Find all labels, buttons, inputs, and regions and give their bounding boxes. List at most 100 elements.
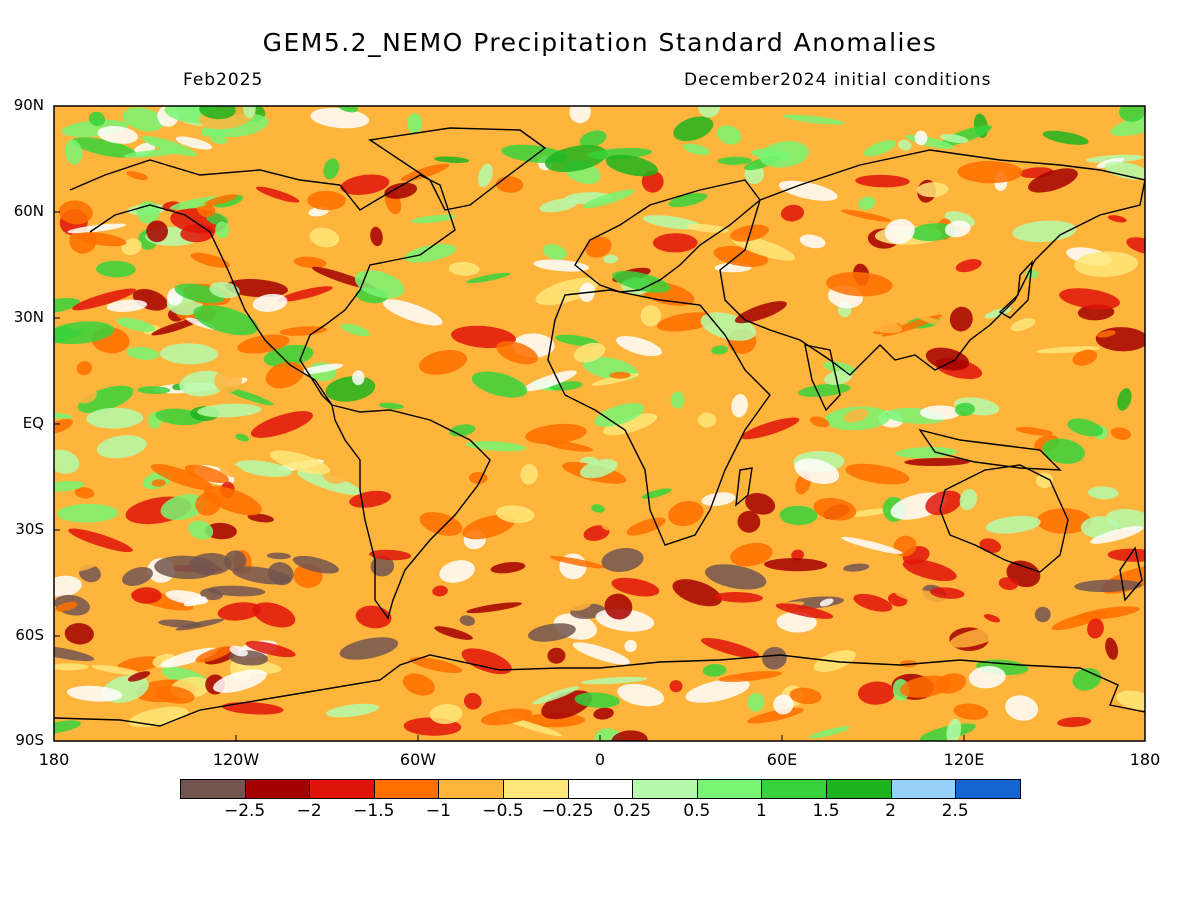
lon-label: 60W xyxy=(399,750,437,769)
colorbar-label: 2 xyxy=(885,801,896,821)
anomaly-patch xyxy=(1072,349,1098,366)
anomaly-patch xyxy=(789,687,822,705)
anomaly-patch xyxy=(1097,330,1116,338)
anomaly-patch xyxy=(968,666,1006,689)
anomaly-patch xyxy=(714,592,763,603)
anomaly-patch xyxy=(199,106,236,120)
lon-label: 0 xyxy=(594,750,606,769)
anomaly-patch xyxy=(776,271,798,298)
north-america-coast xyxy=(69,159,456,406)
anomaly-patch xyxy=(855,174,910,188)
lat-label: EQ xyxy=(22,414,44,432)
anomaly-patch xyxy=(702,663,727,677)
anomaly-patch xyxy=(605,154,659,177)
anomaly-patch xyxy=(292,555,339,574)
lon-label: 180 xyxy=(38,750,70,769)
anomaly-patch xyxy=(279,326,327,336)
anomaly-patch xyxy=(603,413,658,436)
anomaly-patch xyxy=(91,664,141,676)
anomaly-patch xyxy=(384,182,418,199)
anomaly-patch xyxy=(542,244,567,260)
anomaly-patch xyxy=(66,685,123,702)
anomaly-patch xyxy=(293,256,327,269)
anomaly-patch xyxy=(737,510,761,533)
anomaly-patch xyxy=(418,349,468,375)
anomaly-patch xyxy=(214,368,242,393)
anomaly-patch xyxy=(609,371,631,379)
anomaly-patch xyxy=(740,417,800,440)
colorbar-label: 1 xyxy=(755,801,767,821)
lon-label: 120E xyxy=(943,750,985,769)
anomaly-patch xyxy=(998,577,1019,591)
anomaly-patch xyxy=(189,552,232,576)
anomaly-patch xyxy=(668,193,708,208)
anomaly-patch xyxy=(915,315,958,330)
anomaly-patch xyxy=(863,140,897,157)
anomaly-patch xyxy=(337,106,359,113)
anomaly-patch xyxy=(957,160,1023,184)
anomaly-patch xyxy=(778,180,838,201)
anomaly-patch xyxy=(67,223,126,234)
anomaly-patch xyxy=(884,218,915,244)
anomaly-patch xyxy=(225,278,288,298)
anomaly-patch xyxy=(616,336,662,357)
anomaly-patch xyxy=(1110,114,1145,137)
anomaly-patch xyxy=(841,536,903,554)
anomaly-patch xyxy=(340,323,370,337)
anomaly-patch xyxy=(217,602,262,621)
anomaly-patch xyxy=(309,227,340,248)
anomaly-patch xyxy=(919,405,961,420)
anomaly-patch xyxy=(898,139,912,151)
anomaly-patch xyxy=(369,549,412,561)
anomaly-patch xyxy=(734,301,787,324)
anomaly-patch xyxy=(250,411,313,438)
anomaly-patch xyxy=(77,385,134,414)
anomaly-patch xyxy=(700,638,760,659)
anomaly-patch xyxy=(158,619,202,628)
greenland-coast xyxy=(368,127,547,211)
anomaly-patch xyxy=(219,463,244,478)
anomaly-patch xyxy=(764,558,828,572)
anomaly-patch xyxy=(581,676,648,685)
anomaly-patch xyxy=(1089,197,1132,214)
anomaly-patch xyxy=(697,412,717,428)
anomaly-patch xyxy=(959,489,978,511)
anomaly-patch xyxy=(247,513,274,523)
anomaly-patch xyxy=(935,673,967,694)
lat-label: 60S xyxy=(15,626,44,644)
anomaly-patch xyxy=(151,479,166,487)
colorbar-swatch xyxy=(244,779,311,799)
anomaly-patch xyxy=(54,418,74,434)
anomaly-patch xyxy=(925,490,962,516)
anomaly-patch xyxy=(579,459,618,479)
anomaly-patch xyxy=(611,577,660,597)
anomaly-patch xyxy=(122,107,164,132)
anomaly-patch xyxy=(96,260,136,278)
anomaly-patch xyxy=(60,547,107,572)
anomaly-patch xyxy=(1105,637,1119,660)
anomaly-patch xyxy=(74,487,95,499)
anomaly-patch xyxy=(547,647,566,664)
anomaly-patch xyxy=(121,238,142,256)
colorbar-swatch xyxy=(696,779,763,799)
lat-label: 30S xyxy=(15,520,44,538)
anomaly-patch xyxy=(641,488,672,499)
anomaly-patch xyxy=(127,671,151,682)
anomaly-patch xyxy=(745,492,776,515)
anomaly-patch xyxy=(54,575,82,597)
anomaly-patch xyxy=(406,113,423,134)
anomaly-patch xyxy=(718,671,782,682)
colorbar-label: 0.25 xyxy=(613,801,652,821)
anomaly-patch xyxy=(151,463,214,491)
anomaly-patch xyxy=(229,645,248,657)
anomaly-patch xyxy=(940,134,969,144)
anomaly-patch xyxy=(1117,388,1132,411)
anomaly-patch xyxy=(1119,106,1145,122)
anomaly-patch xyxy=(716,125,742,145)
anomaly-patch xyxy=(532,686,579,705)
anomaly-patch xyxy=(252,293,288,312)
anomaly-patch xyxy=(1075,106,1105,115)
anomaly-patch xyxy=(1036,472,1054,489)
anomaly-patch xyxy=(307,190,346,211)
